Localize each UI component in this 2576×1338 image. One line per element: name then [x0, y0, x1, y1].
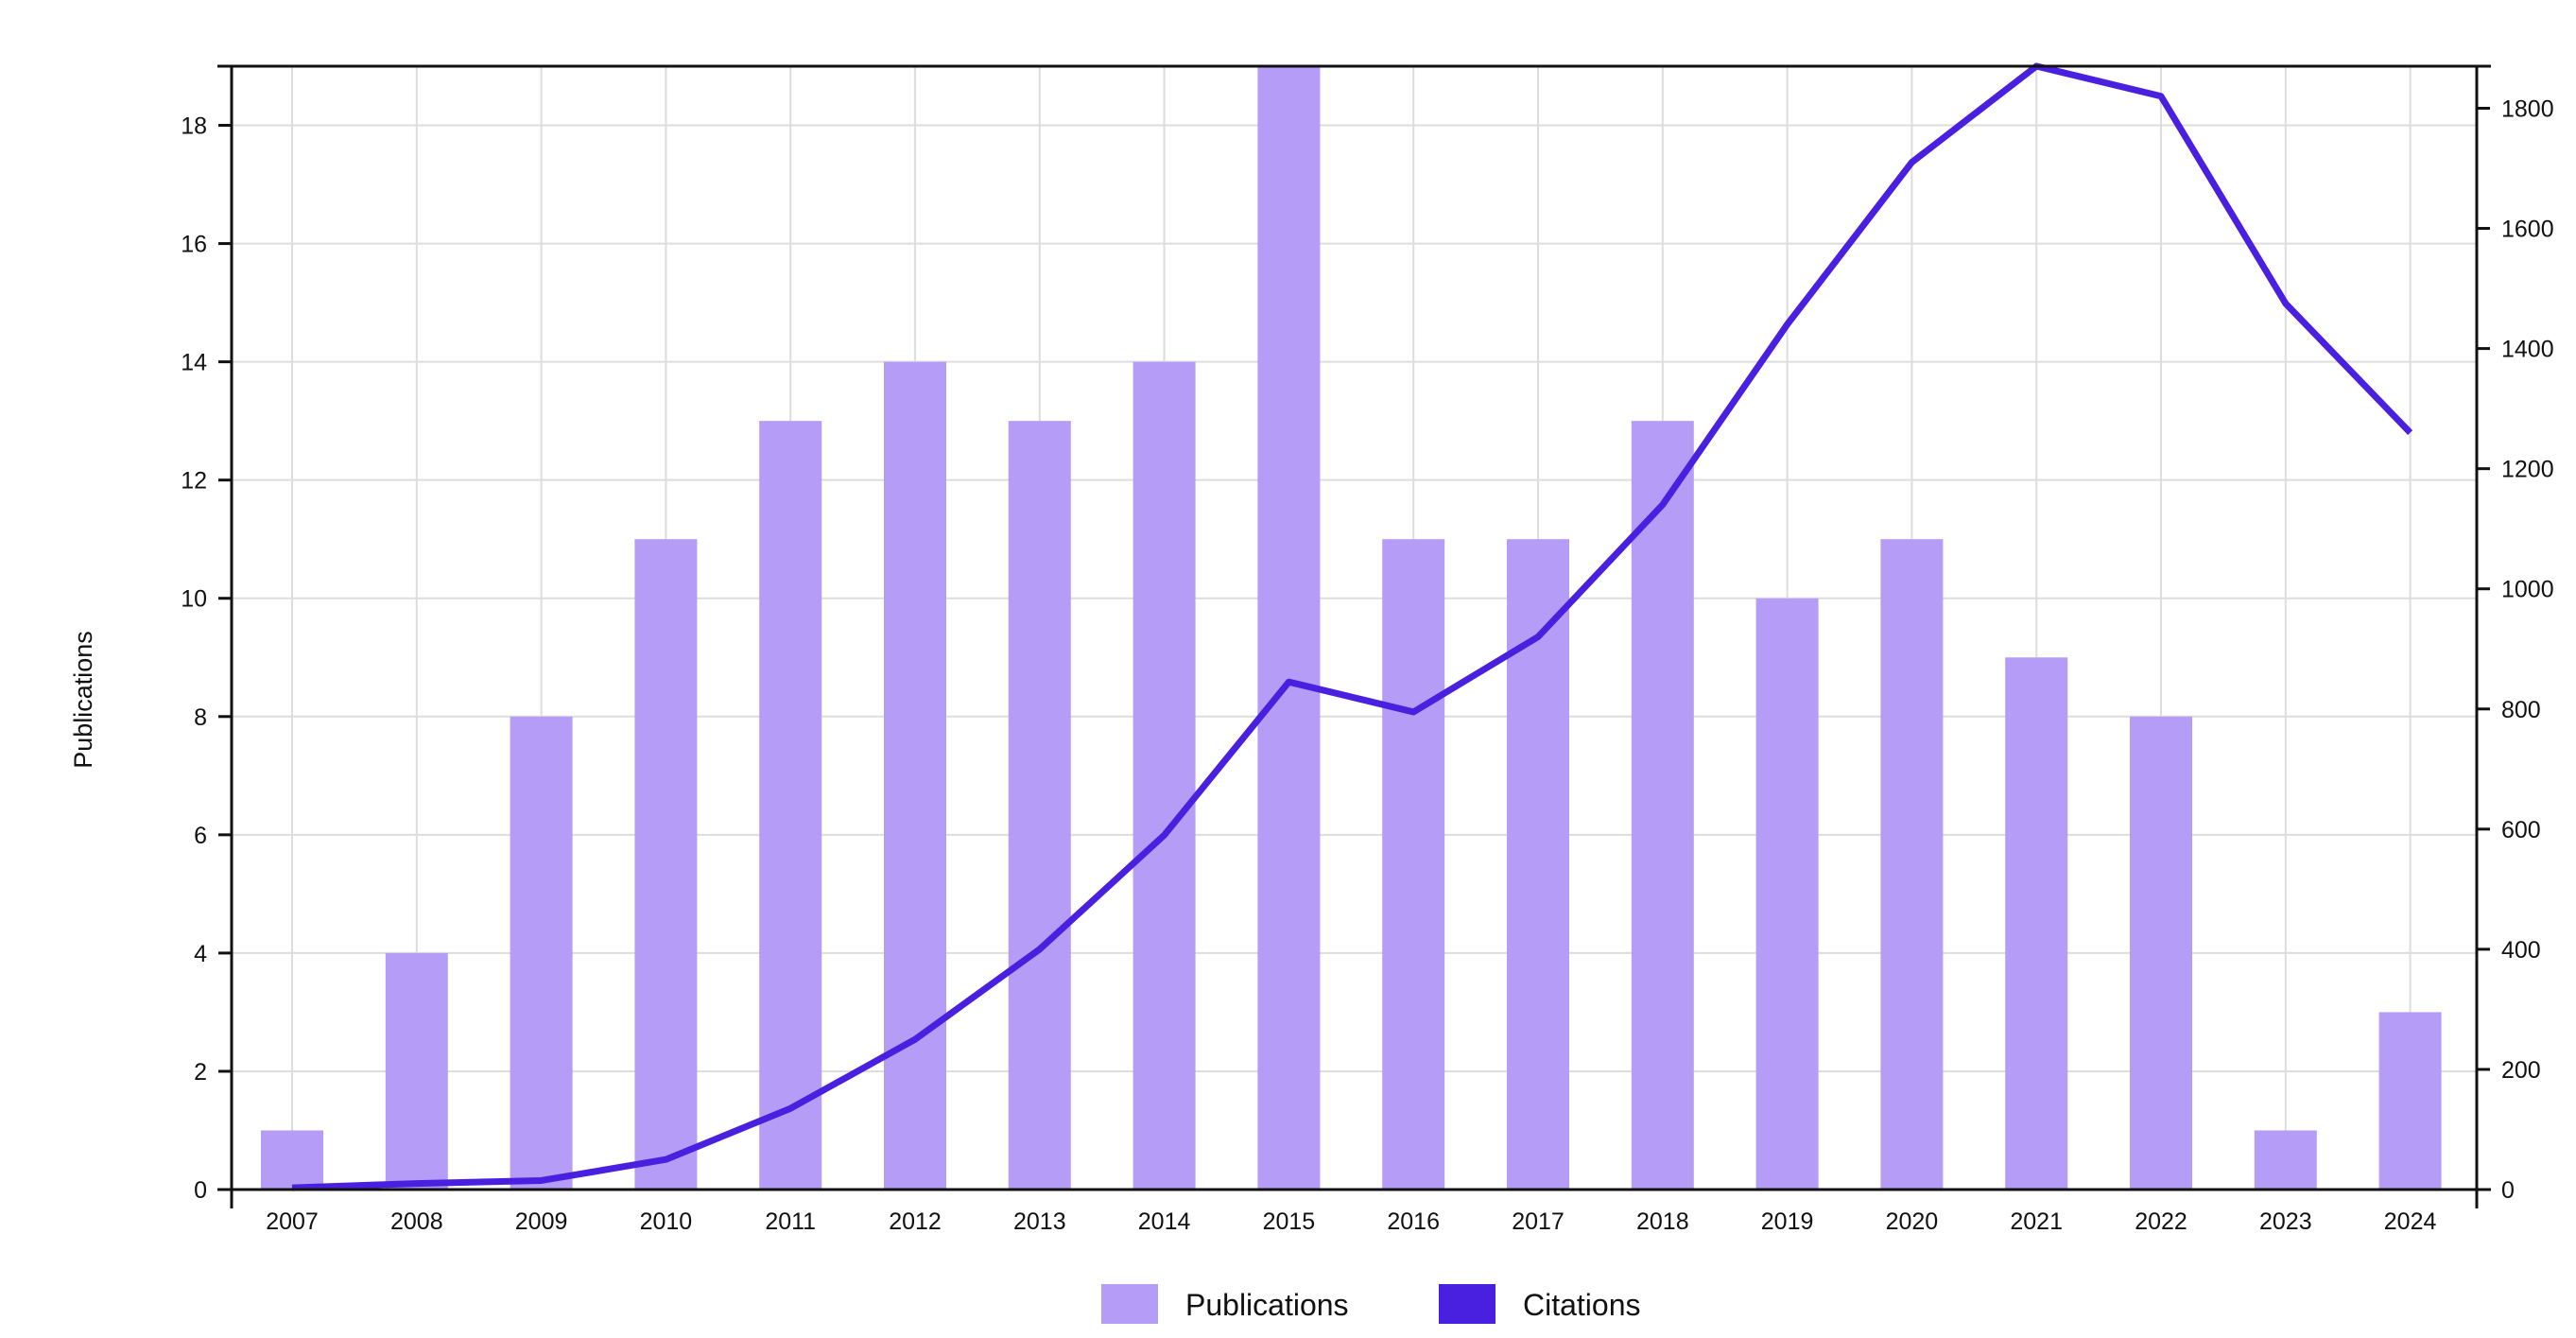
y-left-tick-label: 12 [181, 468, 207, 495]
x-tick-label: 2016 [1387, 1208, 1440, 1235]
x-tick-label: 2017 [1512, 1208, 1565, 1235]
bar-2024 [2379, 1012, 2442, 1190]
x-tick-label: 2020 [1886, 1208, 1939, 1235]
bar-2008 [386, 953, 448, 1190]
bar-2009 [510, 717, 573, 1190]
bar-2019 [1756, 599, 1819, 1190]
bar-2020 [1880, 539, 1943, 1190]
y-right-tick-label: 1000 [2501, 577, 2554, 603]
y-right-tick-label: 1200 [2501, 457, 2554, 483]
citations-line [292, 66, 2411, 1188]
bar-2018 [1632, 421, 1694, 1190]
bar-2022 [2130, 717, 2192, 1190]
x-tick-label: 2024 [2384, 1208, 2437, 1235]
x-tick-label: 2009 [515, 1208, 568, 1235]
y-left-tick-label: 6 [194, 823, 207, 849]
y-right-tick-label: 400 [2501, 937, 2541, 964]
x-tick-label: 2022 [2135, 1208, 2187, 1235]
y-left-tick-label: 0 [194, 1177, 207, 1204]
citations-line-group [292, 66, 2411, 1188]
publications-bars [261, 66, 2442, 1190]
x-tick-label: 2007 [266, 1208, 319, 1235]
bar-2016 [1382, 539, 1444, 1190]
x-tick-label: 2019 [1761, 1208, 1814, 1235]
x-tick-label: 2010 [640, 1208, 693, 1235]
x-tick-label: 2011 [765, 1208, 816, 1235]
bar-2023 [2255, 1130, 2317, 1190]
y-right-tick-label: 0 [2501, 1177, 2515, 1204]
x-tick-label: 2018 [1636, 1208, 1689, 1235]
x-tick-label: 2014 [1138, 1208, 1191, 1235]
x-tick-label: 2008 [390, 1208, 443, 1235]
y-left-tick-label: 10 [181, 586, 207, 613]
legend: Publications Citations [1101, 1284, 1641, 1324]
bar-2007 [261, 1130, 323, 1190]
bar-2014 [1133, 362, 1196, 1190]
y-right-tick-label: 200 [2501, 1057, 2541, 1084]
bar-2015 [1257, 66, 1320, 1190]
legend-swatch-publications [1101, 1284, 1158, 1324]
y-right-tick-label: 600 [2501, 817, 2541, 843]
x-tick-label: 2015 [1263, 1208, 1316, 1235]
y-right-tick-label: 800 [2501, 697, 2541, 723]
y-left-tick-label: 18 [181, 113, 207, 140]
y-axis-title: Publications [69, 631, 97, 769]
legend-label-citations: Citations [1523, 1288, 1641, 1322]
bar-2013 [1009, 421, 1071, 1190]
y-left-tick-label: 16 [181, 232, 207, 258]
bar-2011 [759, 421, 821, 1190]
legend-swatch-citations [1439, 1284, 1495, 1324]
bar-2012 [884, 362, 946, 1190]
bar-2010 [634, 539, 697, 1190]
y-right-tick-label: 1600 [2501, 217, 2554, 243]
y-left-tick-label: 8 [194, 704, 207, 731]
x-tick-label: 2012 [889, 1208, 942, 1235]
y-right-tick-label: 1800 [2501, 96, 2554, 122]
x-tick-label: 2021 [2010, 1208, 2063, 1235]
y-left-tick-label: 4 [194, 941, 207, 967]
y-left-tick-label: 14 [181, 350, 207, 376]
y-right-tick-label: 1400 [2501, 337, 2554, 363]
x-tick-label: 2023 [2259, 1208, 2312, 1235]
x-tick-label: 2013 [1013, 1208, 1066, 1235]
legend-label-publications: Publications [1185, 1288, 1349, 1322]
bar-2021 [2005, 657, 2067, 1190]
y-left-tick-label: 2 [194, 1059, 207, 1086]
